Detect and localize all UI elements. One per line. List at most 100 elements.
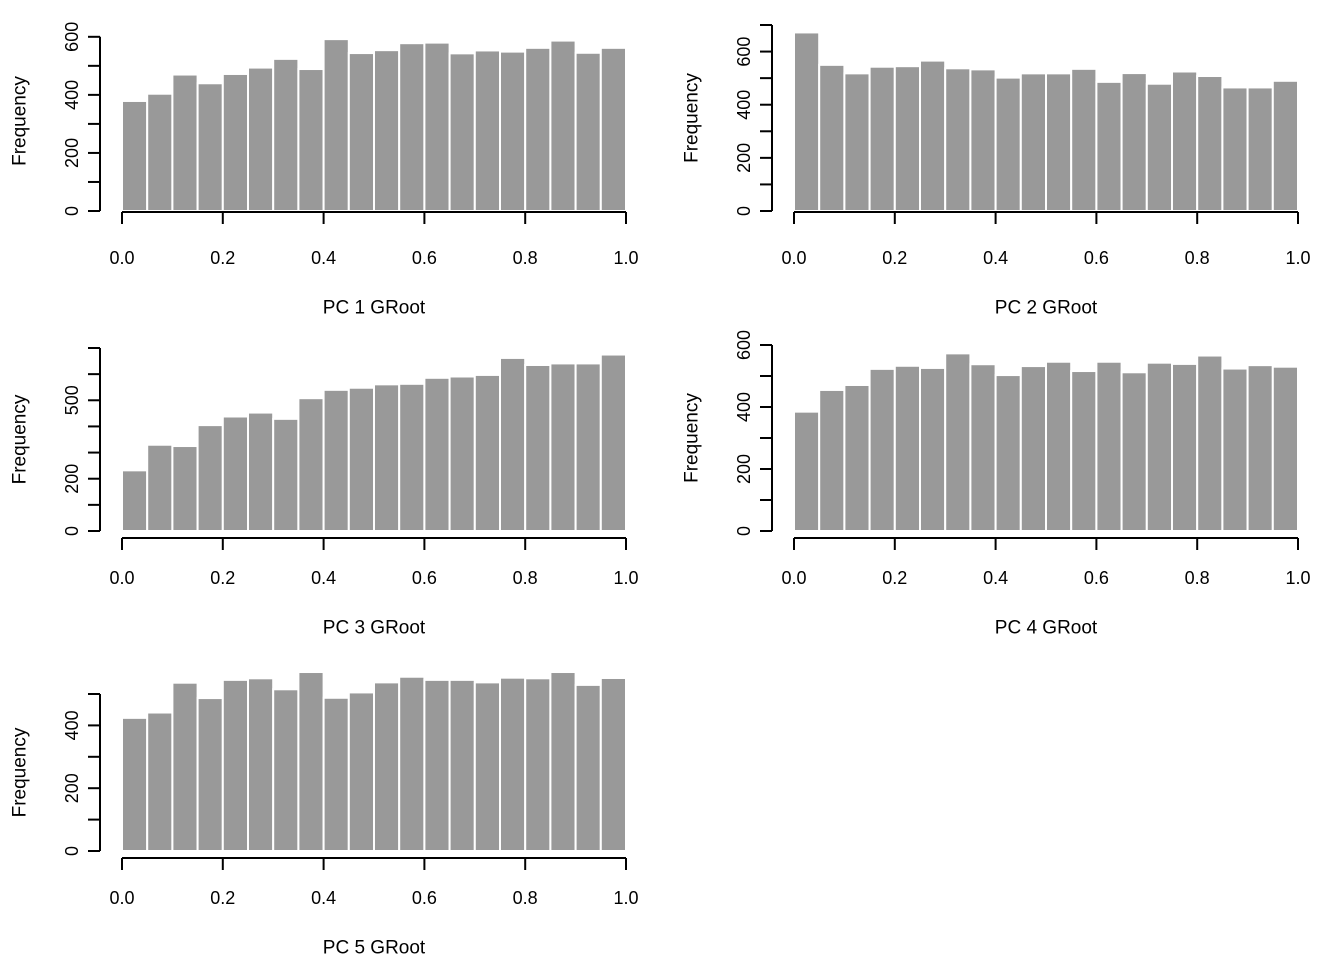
bar: [297, 397, 325, 532]
bar: [347, 52, 375, 213]
y-tick-label: 200: [62, 464, 82, 494]
y-axis-title: Frequency: [10, 394, 31, 484]
bar: [1045, 360, 1073, 532]
bar: [969, 68, 997, 212]
bar: [1019, 72, 1047, 212]
bar: [146, 711, 174, 852]
bar: [599, 46, 627, 212]
bar: [121, 99, 149, 212]
bar: [373, 49, 401, 213]
y-tick-label: 0: [62, 526, 82, 536]
bar: [1120, 72, 1148, 212]
bar: [272, 688, 300, 852]
bar: [994, 76, 1022, 212]
bar: [171, 73, 199, 212]
bar: [499, 676, 527, 852]
bar: [272, 57, 300, 212]
bar: [373, 681, 401, 853]
x-tick-label: 0.4: [983, 248, 1008, 268]
y-tick-label: 200: [62, 138, 82, 168]
bar: [549, 39, 577, 213]
x-tick-label: 0.6: [412, 888, 437, 908]
x-tick-label: 0.4: [983, 568, 1008, 588]
bar: [868, 65, 896, 212]
bar: [793, 31, 821, 212]
x-axis-title: PC 4 GRoot: [995, 618, 1098, 639]
bar: [1221, 367, 1249, 532]
y-axis-title: Frequency: [10, 76, 31, 166]
x-tick-label: 0.0: [109, 248, 134, 268]
y-tick-label: 500: [62, 385, 82, 415]
bar: [1120, 371, 1148, 532]
bar: [1019, 365, 1047, 532]
x-tick-label: 0.2: [210, 568, 235, 588]
bar: [247, 677, 275, 852]
bar: [1271, 79, 1300, 212]
bar: [297, 68, 325, 212]
bar: [322, 38, 350, 213]
bar: [398, 675, 426, 852]
x-tick-label: 0.6: [1084, 248, 1109, 268]
bar: [1095, 360, 1123, 532]
y-tick-label: 400: [62, 710, 82, 740]
bar: [473, 681, 501, 853]
bar: [499, 50, 527, 213]
bar: [574, 683, 602, 852]
bar: [196, 697, 224, 852]
bar: [1271, 365, 1300, 533]
y-tick-label: 600: [734, 37, 754, 67]
histogram-panel-2: 0 200 400 600 Frequency 0.0 0.2 0.4 0.6 0.8 1.0 PC …: [682, 24, 1311, 319]
x-tick-label: 0.8: [1185, 248, 1210, 268]
x-axis-title: PC 2 GRoot: [995, 298, 1098, 319]
x-tick-label: 0.4: [311, 248, 336, 268]
y-axis-title: Frequency: [682, 393, 703, 483]
bar: [448, 52, 476, 212]
bar: [843, 72, 871, 212]
bar: [146, 92, 174, 212]
y-tick-label: 0: [734, 206, 754, 216]
y-tick-label: 0: [734, 526, 754, 536]
bar: [322, 388, 350, 533]
x-axis-title: PC 3 GRoot: [323, 618, 426, 639]
bar: [499, 356, 527, 533]
y-tick-label: 400: [734, 392, 754, 422]
histogram-panel-4: 0 200 400 600 Frequency 0.0 0.2 0.4 0.6 0.8 1.0 PC …: [682, 330, 1311, 639]
bar: [1145, 82, 1174, 212]
bar: [574, 51, 602, 212]
x-tick-label: 0.2: [882, 568, 907, 588]
bar: [448, 375, 476, 533]
y-tick-label: 200: [62, 773, 82, 803]
bar: [221, 72, 250, 212]
x-tick-label: 0.6: [1084, 568, 1109, 588]
x-tick-label: 1.0: [613, 888, 638, 908]
bar: [1095, 80, 1123, 212]
bar: [1070, 370, 1098, 533]
bar: [1196, 354, 1224, 533]
bar: [121, 469, 149, 532]
x-axis-title: PC 1 GRoot: [323, 298, 426, 319]
bar: [322, 696, 350, 852]
y-tick-label: 600: [734, 330, 754, 360]
bar: [1070, 67, 1098, 213]
bar: [247, 411, 275, 532]
bar: [423, 41, 451, 213]
y-tick-label: 400: [734, 90, 754, 120]
bar: [398, 42, 426, 213]
bar: [1145, 361, 1174, 533]
x-tick-label: 0.6: [412, 248, 437, 268]
bar: [221, 415, 250, 533]
y-tick-label: 0: [62, 206, 82, 216]
bar: [1221, 86, 1249, 212]
y-axis-title: Frequency: [10, 727, 31, 817]
bar: [793, 410, 821, 532]
x-tick-label: 0.8: [513, 888, 538, 908]
y-tick-label: 200: [734, 143, 754, 173]
y-tick-label: 400: [62, 80, 82, 110]
x-tick-label: 1.0: [613, 568, 638, 588]
bar: [398, 382, 426, 532]
bar: [247, 66, 275, 212]
bar: [1171, 362, 1199, 532]
histogram-panel-5: 0 200 400 Frequency 0.0 0.2 0.4 0.6 0.8 1.0 PC 5 G…: [10, 671, 639, 959]
histogram-panel-3: 0 200 500 Frequency 0.0 0.2 0.4 0.6 0.8 1.0 PC 3 G…: [10, 347, 639, 639]
bar: [347, 386, 375, 533]
